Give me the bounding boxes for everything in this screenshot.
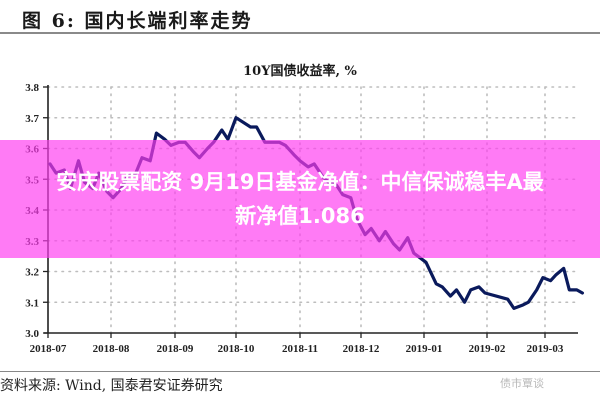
x-tick-label: 2018-11 bbox=[282, 343, 318, 355]
x-tick-label: 2018-08 bbox=[93, 343, 130, 355]
y-tick-label: 3.0 bbox=[25, 328, 39, 340]
watermark: 债市覃谈 bbox=[500, 377, 544, 390]
x-tick-label: 2019-02 bbox=[469, 343, 506, 355]
banner-text-line-1: 安庆股票配资 9月19日基金净值：中信保诚稳丰A最 bbox=[56, 170, 544, 194]
y-tick-label: 3.7 bbox=[25, 113, 39, 125]
x-tick-label: 2018-07 bbox=[30, 343, 67, 355]
source-divider bbox=[0, 371, 600, 372]
figure-title: 图 6: 国内长端利率走势 bbox=[22, 10, 253, 32]
x-tick-label: 2019-03 bbox=[527, 343, 564, 355]
x-tick-label: 2018-10 bbox=[218, 343, 255, 355]
x-tick-label: 2019-01 bbox=[406, 343, 443, 355]
title-divider bbox=[0, 32, 600, 34]
banner-text-line-2: 新净值1.086 bbox=[235, 204, 365, 228]
chart-title: 10Y国债收益率, % bbox=[243, 64, 357, 79]
x-tick-label: 2018-12 bbox=[343, 343, 380, 355]
y-tick-label: 3.2 bbox=[25, 267, 39, 279]
source-note: 资料来源: Wind, 国泰君安证券研究 bbox=[0, 378, 223, 394]
y-tick-label: 3.1 bbox=[25, 297, 39, 309]
x-tick-label: 2018-09 bbox=[157, 343, 194, 355]
promo-banner[interactable]: 安庆股票配资 9月19日基金净值：中信保诚稳丰A最 新净值1.086 bbox=[0, 140, 600, 258]
y-tick-label: 3.8 bbox=[25, 82, 39, 94]
